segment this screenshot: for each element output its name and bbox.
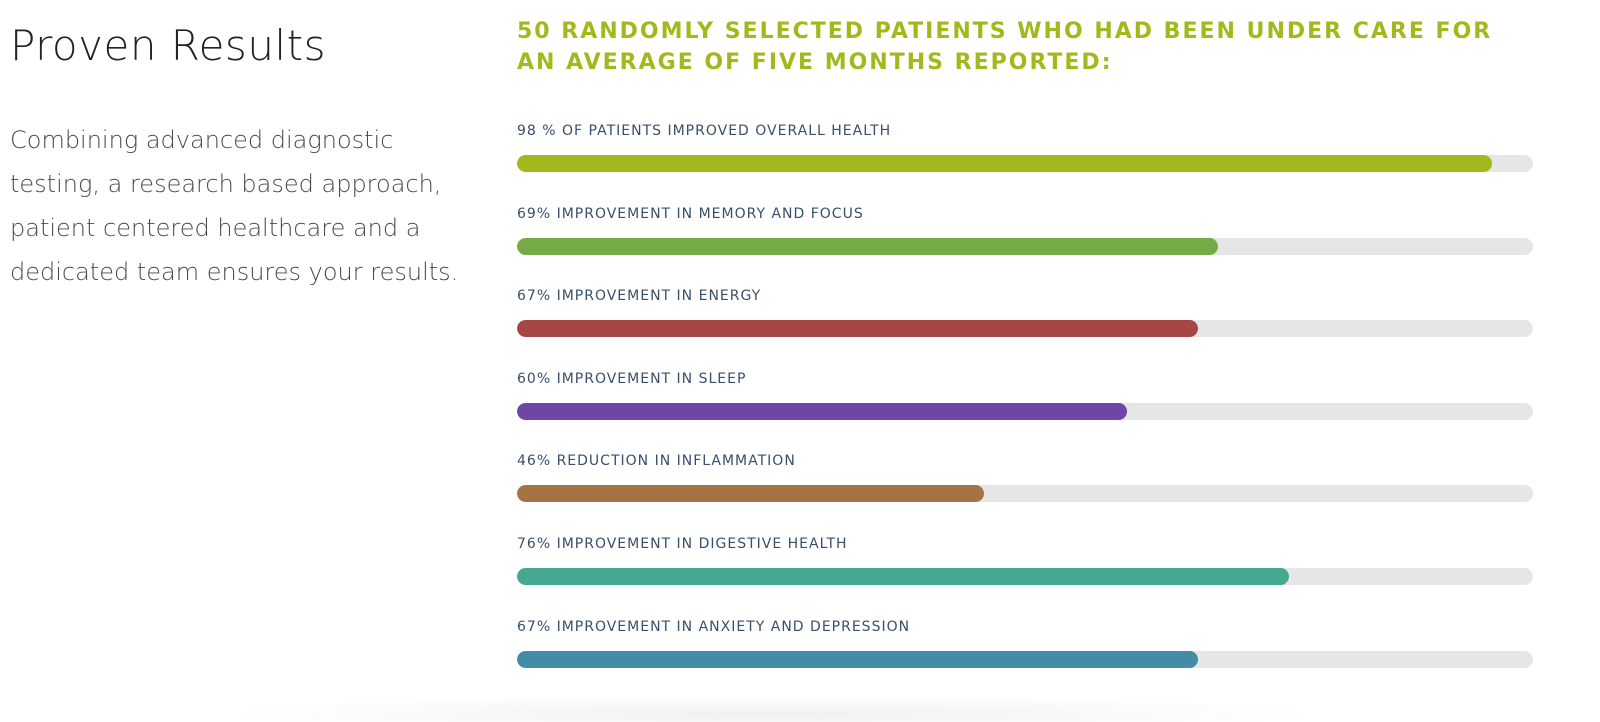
bar-track bbox=[517, 320, 1533, 338]
bar-fill bbox=[517, 485, 985, 503]
bar-label: 67% IMPROVEMENT IN ENERGY bbox=[517, 288, 762, 305]
bar-track bbox=[517, 650, 1533, 668]
chart-title: 50 RANDOMLY SELECTED PATIENTS WHO HAD BE… bbox=[517, 19, 1493, 75]
bar-fill bbox=[517, 320, 1198, 338]
bar-row: 76% IMPROVEMENT IN DIGESTIVE HEALTH bbox=[517, 534, 1533, 617]
bar-fill bbox=[517, 650, 1198, 668]
bar-track bbox=[517, 402, 1533, 420]
bar-label: 98 % OF PATIENTS IMPROVED OVERALL HEALTH bbox=[517, 123, 892, 139]
bar-track bbox=[517, 485, 1533, 503]
bar-row: 46% REDUCTION IN INFLAMMATION bbox=[517, 451, 1533, 534]
bar-label: 46% REDUCTION IN INFLAMMATION bbox=[517, 453, 796, 470]
results-chart: 50 RANDOMLY SELECTED PATIENTS WHO HAD BE… bbox=[517, 16, 1533, 668]
bar-label: 60% IMPROVEMENT IN SLEEP bbox=[517, 370, 747, 387]
bar-label: 67% IMPROVEMENT IN ANXIETY AND DEPRESSIO… bbox=[517, 618, 911, 635]
bar-fill bbox=[517, 155, 1493, 172]
bar-row: 67% IMPROVEMENT IN ANXIETY AND DEPRESSIO… bbox=[517, 617, 1533, 700]
bar-row: 69% IMPROVEMENT IN MEMORY AND FOCUS bbox=[517, 204, 1533, 287]
bar-row: 98 % OF PATIENTS IMPROVED OVERALL HEALTH bbox=[517, 121, 1533, 204]
footer-shadow bbox=[210, 694, 1330, 722]
bar-fill bbox=[517, 237, 1219, 255]
bar-track bbox=[517, 155, 1533, 172]
bar-row: 67% IMPROVEMENT IN ENERGY bbox=[517, 286, 1533, 369]
intro-panel: Proven Results Combining advanced diagno… bbox=[10, 18, 480, 294]
bar-label: 69% IMPROVEMENT IN MEMORY AND FOCUS bbox=[517, 205, 864, 222]
bar-track bbox=[517, 237, 1533, 255]
intro-description: Combining advanced diagnostic testing, a… bbox=[10, 126, 459, 286]
page-title: Proven Results bbox=[10, 21, 326, 70]
bar-fill bbox=[517, 567, 1290, 585]
bar-track bbox=[517, 567, 1533, 585]
bar-fill bbox=[517, 402, 1127, 420]
bar-row: 60% IMPROVEMENT IN SLEEP bbox=[517, 369, 1533, 452]
bar-label: 76% IMPROVEMENT IN DIGESTIVE HEALTH bbox=[517, 535, 848, 552]
bar-list: 98 % OF PATIENTS IMPROVED OVERALL HEALTH… bbox=[517, 121, 1533, 699]
